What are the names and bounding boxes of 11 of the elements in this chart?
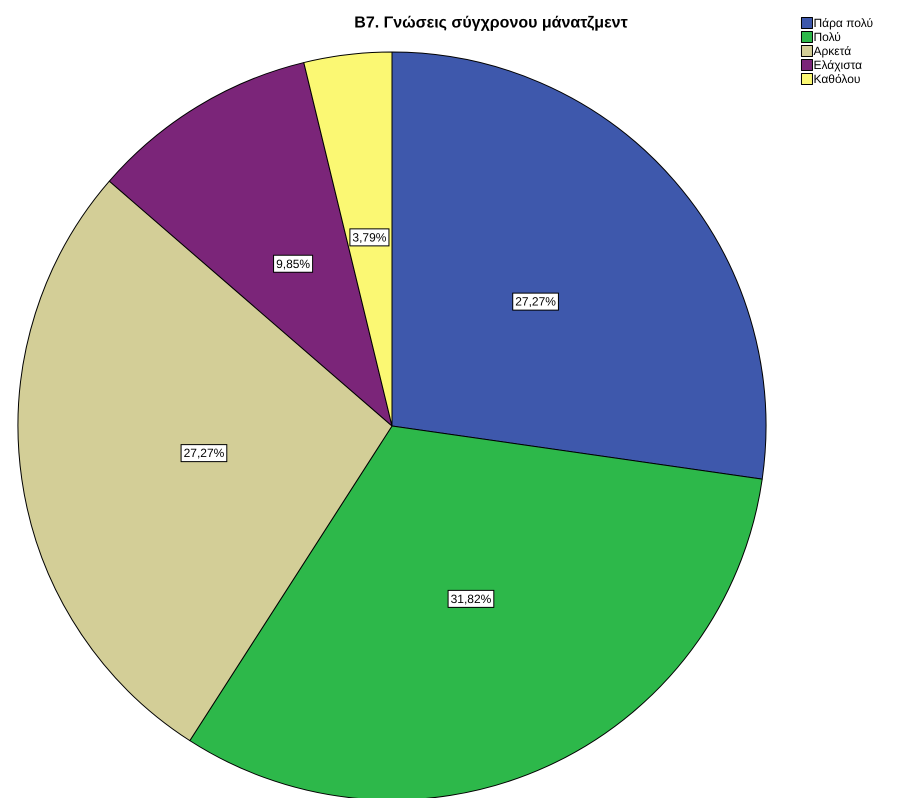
legend-label: Αρκετά xyxy=(813,44,852,58)
data-label: 27,27% xyxy=(184,446,225,460)
legend-label: Ελάχιστα xyxy=(813,58,862,72)
data-label: 31,82% xyxy=(450,592,492,606)
data-label: 27,27% xyxy=(515,294,556,309)
legend-label: Πολύ xyxy=(813,30,841,44)
data-label: 9,85% xyxy=(276,256,310,271)
legend-label: Πάρα πολύ xyxy=(813,16,873,30)
data-label: 3,79% xyxy=(352,230,387,244)
chart-title: B7. Γνώσεις σύγχρονου μάνατζμεντ xyxy=(354,14,628,32)
legend-label: Καθόλου xyxy=(813,72,860,86)
